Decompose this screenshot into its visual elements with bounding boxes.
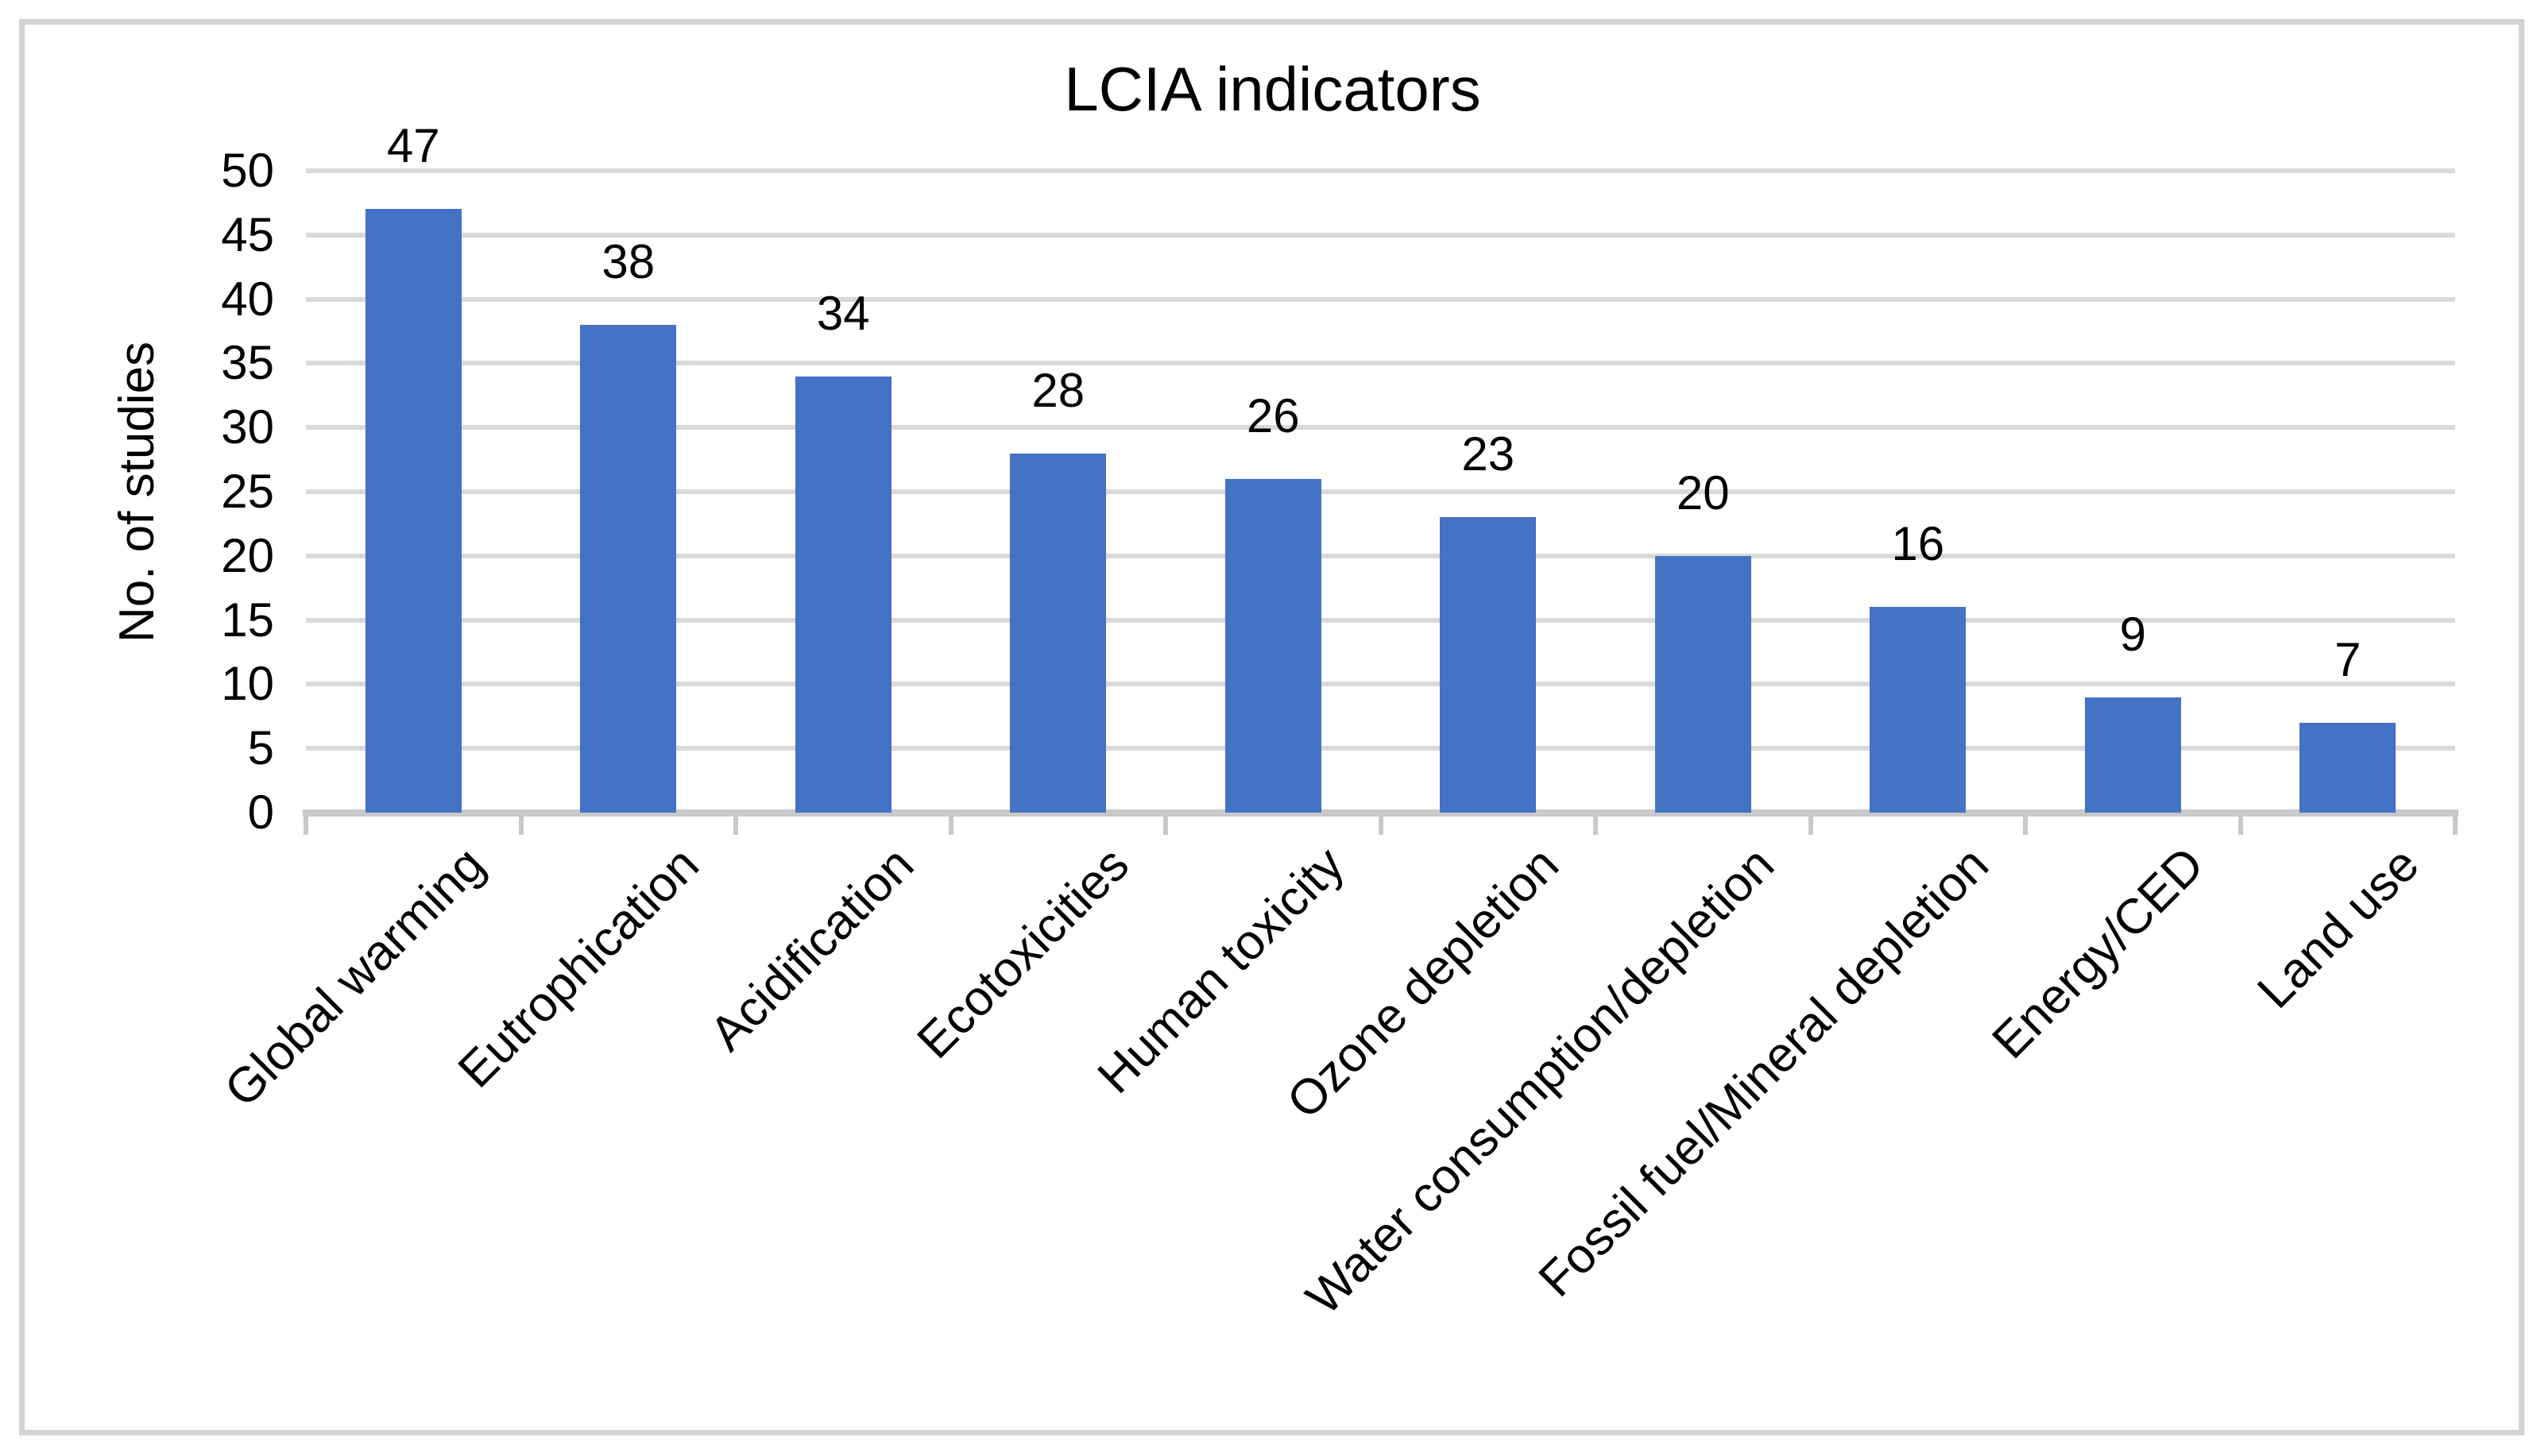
x-axis-tick	[1378, 813, 1383, 835]
bar-water-consumption-depletion	[1654, 555, 1751, 813]
bar-value-label: 28	[1031, 363, 1085, 417]
y-axis-tick-label: 50	[221, 144, 274, 197]
y-gridline	[306, 425, 2455, 431]
x-axis-tick	[1163, 813, 1168, 835]
y-axis-tick-label: 5	[247, 721, 274, 775]
x-axis-tick	[518, 813, 524, 835]
y-gridline	[306, 682, 2455, 687]
category-label: Fossil fuel/Mineral depletion	[1528, 836, 2000, 1307]
x-axis-tick	[1808, 813, 1813, 835]
y-axis-tick-label: 25	[221, 465, 274, 518]
bar-value-label: 16	[1891, 517, 1945, 571]
category-label: Global warming	[214, 836, 495, 1118]
bar-value-label: 23	[1461, 427, 1515, 481]
x-axis-tick	[304, 813, 308, 835]
y-axis-tick-label: 0	[247, 786, 274, 839]
category-label: Land use	[2246, 836, 2430, 1019]
category-label: Acidification	[699, 836, 925, 1062]
x-axis-tick	[948, 813, 953, 835]
y-gridline	[306, 232, 2455, 238]
y-axis-tick-label: 20	[221, 528, 274, 582]
y-gridline	[306, 296, 2455, 302]
x-axis-tick	[2453, 813, 2458, 835]
bar-ecotoxicities	[1010, 453, 1107, 813]
y-gridline	[306, 361, 2455, 366]
bar-human-toxicity	[1224, 478, 1321, 813]
bar-value-label: 38	[601, 234, 656, 288]
y-axis-tick-label: 35	[221, 336, 274, 390]
x-axis-tick	[733, 813, 738, 835]
category-label: Ecotoxicities	[907, 836, 1140, 1070]
bar-eutrophication	[580, 324, 677, 813]
y-axis-tick-label: 45	[221, 207, 274, 261]
y-axis-tick-label: 15	[221, 593, 274, 647]
category-label: Energy/CED	[1982, 836, 2214, 1070]
bar-ozone-depletion	[1440, 517, 1537, 813]
bar-value-label: 26	[1246, 388, 1300, 442]
bar-value-label: 7	[2334, 632, 2361, 686]
x-axis-tick	[1593, 813, 1598, 835]
category-label: Water consumption/depletion	[1295, 836, 1785, 1326]
y-gridline	[306, 553, 2455, 558]
bar-energy-ced	[2084, 697, 2181, 813]
y-axis-tick-label: 40	[221, 272, 274, 326]
bar-value-label: 47	[386, 119, 440, 173]
x-axis-tick	[2238, 813, 2243, 835]
y-axis-tick-label: 10	[221, 657, 274, 711]
chart-title: LCIA indicators	[1064, 54, 1481, 124]
bar-global-warming	[365, 209, 462, 813]
y-gridline	[306, 617, 2455, 623]
bar-fossil-fuel-mineral-depletion	[1870, 607, 1967, 813]
bar-acidification	[795, 376, 892, 813]
bar-value-label: 20	[1676, 465, 1730, 519]
x-axis-tick	[2023, 813, 2028, 835]
y-axis-tick-label: 30	[221, 400, 274, 454]
bar-value-label: 9	[2119, 607, 2146, 661]
bar-land-use	[2299, 722, 2396, 813]
y-gridline	[306, 746, 2455, 751]
bar-value-label: 34	[816, 286, 870, 340]
y-gridline	[306, 489, 2455, 494]
y-gridline	[306, 168, 2455, 173]
